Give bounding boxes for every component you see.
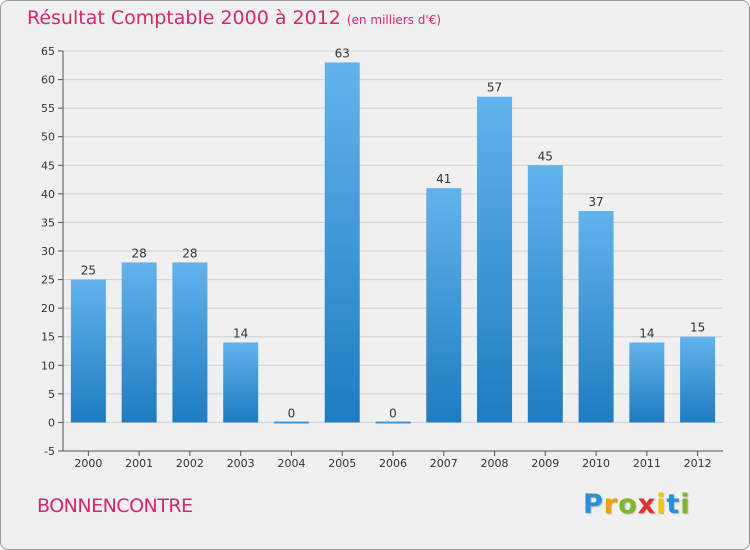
value-label-2011: 14 (639, 326, 654, 340)
value-label-2004: 0 (288, 406, 296, 420)
x-tick-label-2012: 2012 (684, 457, 712, 470)
logo-letter: x (637, 489, 657, 520)
y-tick-label: 55 (41, 102, 55, 115)
x-tick-label-2005: 2005 (328, 457, 356, 470)
y-tick-label: 0 (48, 416, 55, 429)
x-tick-label-2008: 2008 (481, 457, 509, 470)
y-tick-label: -5 (44, 445, 55, 458)
bar-2007 (426, 188, 462, 423)
y-tick-label: 40 (41, 188, 55, 201)
logo-letter: i (680, 489, 691, 520)
x-tick-label-2009: 2009 (531, 457, 559, 470)
value-label-2008: 57 (487, 81, 502, 95)
bar-2009 (527, 165, 563, 423)
bar-2006 (375, 421, 411, 424)
value-label-2000: 25 (81, 264, 96, 278)
bar-2005 (324, 62, 360, 423)
value-label-2007: 41 (436, 172, 451, 186)
bar-2004 (273, 421, 309, 424)
bar-2011 (629, 342, 665, 423)
y-tick-label: 30 (41, 245, 55, 258)
bar-2000 (70, 279, 106, 423)
bar-2001 (121, 262, 157, 423)
chart-title: Résultat Comptable 2000 à 2012 (27, 7, 341, 29)
value-label-2003: 14 (233, 326, 248, 340)
logo-letter: o (618, 489, 638, 520)
value-label-2006: 0 (389, 406, 397, 420)
x-tick-label-2003: 2003 (227, 457, 255, 470)
bar-2003 (223, 342, 259, 423)
chart-subtitle: (en milliers d'€) (346, 13, 442, 27)
x-tick-label-2007: 2007 (430, 457, 458, 470)
bar-2002 (172, 262, 208, 423)
y-tick-label: 10 (41, 359, 55, 372)
y-tick-label: 5 (48, 388, 55, 401)
x-tick-label-2004: 2004 (277, 457, 305, 470)
chart-title-block: Résultat Comptable 2000 à 2012 (en millie… (27, 7, 441, 29)
x-tick-label-2010: 2010 (582, 457, 610, 470)
x-tick-label-2001: 2001 (125, 457, 153, 470)
y-tick-label: 20 (41, 302, 55, 315)
y-tick-label: 60 (41, 74, 55, 87)
x-tick-label-2002: 2002 (176, 457, 204, 470)
x-tick-label-2011: 2011 (633, 457, 661, 470)
logo-letter: t (666, 489, 681, 520)
proxiti-logo[interactable]: Proxiti (583, 489, 691, 520)
value-label-2010: 37 (588, 195, 603, 209)
bar-2008 (477, 96, 513, 423)
y-tick-label: 25 (41, 274, 55, 287)
bar-2010 (578, 211, 614, 423)
logo-letter: i (656, 489, 667, 520)
y-tick-label: 45 (41, 159, 55, 172)
value-label-2012: 15 (690, 321, 705, 335)
y-tick-label: 15 (41, 331, 55, 344)
value-label-2009: 45 (538, 149, 553, 163)
commune-name: BONNENCONTRE (37, 495, 193, 517)
y-tick-label: 50 (41, 131, 55, 144)
value-label-2001: 28 (132, 246, 147, 260)
logo-letter: P (583, 489, 604, 520)
bar-2012 (680, 336, 716, 423)
x-tick-label-2006: 2006 (379, 457, 407, 470)
value-label-2002: 28 (182, 246, 197, 260)
x-tick-label-2000: 2000 (74, 457, 102, 470)
value-label-2005: 63 (335, 46, 350, 60)
y-tick-label: 65 (41, 45, 55, 58)
y-tick-label: 35 (41, 216, 55, 229)
logo-letter: r (603, 489, 619, 520)
